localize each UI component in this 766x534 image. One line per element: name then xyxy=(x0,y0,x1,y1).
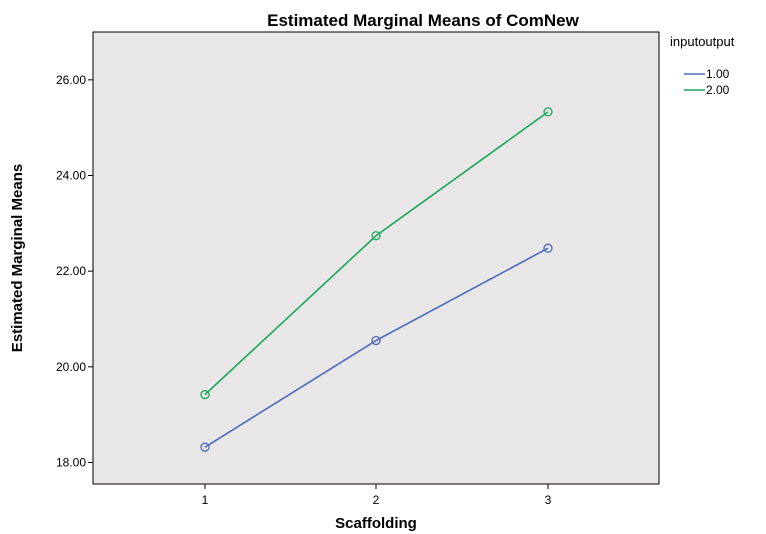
y-axis: 18.00 20.00 22.00 24.00 26.00 xyxy=(56,73,93,469)
y-tick-label: 26.00 xyxy=(56,73,86,87)
y-axis-title: Estimated Marginal Means xyxy=(9,164,26,352)
data-point xyxy=(200,442,210,452)
data-point xyxy=(543,243,553,253)
legend-label: 2.00 xyxy=(706,83,730,97)
y-tick-label: 18.00 xyxy=(56,455,86,469)
plot-area xyxy=(92,31,660,485)
data-point xyxy=(200,389,210,400)
x-tick-label: 3 xyxy=(545,493,552,507)
data-point xyxy=(371,231,381,241)
series-line-2.00 xyxy=(204,111,549,396)
chart-title: Estimated Marginal Means of ComNew xyxy=(267,11,580,30)
legend-label: 1.00 xyxy=(706,67,730,81)
data-point xyxy=(371,335,381,346)
x-axis: 1 2 3 xyxy=(202,484,552,507)
series-layer xyxy=(200,107,553,452)
data-point xyxy=(543,107,553,117)
y-tick-label: 20.00 xyxy=(56,360,86,374)
y-tick-label: 24.00 xyxy=(56,168,86,182)
x-axis-title: Scaffolding xyxy=(335,515,417,532)
legend-title: inputoutput xyxy=(670,34,735,49)
y-tick-label: 22.00 xyxy=(56,264,86,278)
x-tick-label: 2 xyxy=(373,493,380,507)
legend: inputoutput 1.00 2.00 xyxy=(670,34,735,97)
x-tick-label: 1 xyxy=(202,493,209,507)
series-line-1.00 xyxy=(204,247,549,448)
